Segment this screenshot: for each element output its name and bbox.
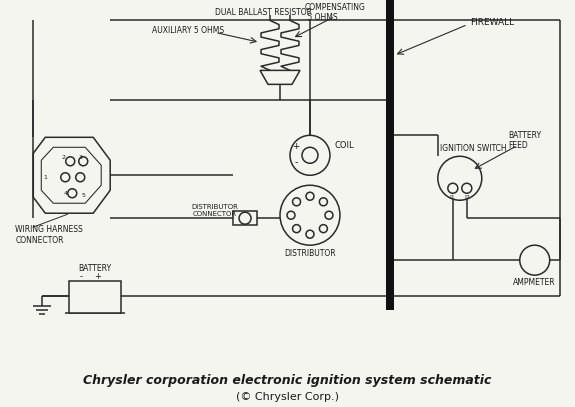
Circle shape [325, 211, 333, 219]
Circle shape [293, 198, 301, 206]
Circle shape [302, 147, 318, 163]
Circle shape [287, 211, 295, 219]
Text: +: + [94, 271, 101, 281]
Text: -: - [294, 157, 298, 167]
Text: 2: 2 [62, 155, 65, 160]
Circle shape [438, 156, 482, 200]
Circle shape [61, 173, 70, 182]
Circle shape [448, 183, 458, 193]
Text: BATTERY: BATTERY [79, 264, 112, 273]
Polygon shape [260, 70, 300, 84]
Polygon shape [33, 137, 110, 213]
Text: AUXILIARY 5 OHMS: AUXILIARY 5 OHMS [152, 26, 224, 35]
Circle shape [306, 230, 314, 238]
Circle shape [462, 183, 472, 193]
Text: DISTRIBUTOR: DISTRIBUTOR [284, 249, 336, 258]
Text: +: + [292, 142, 300, 151]
Text: 1: 1 [43, 175, 47, 180]
Text: WIRING HARNESS
CONNECTOR: WIRING HARNESS CONNECTOR [16, 225, 83, 245]
Circle shape [520, 245, 550, 275]
Text: (© Chrysler Corp.): (© Chrysler Corp.) [236, 392, 339, 402]
Text: AMPMETER: AMPMETER [513, 278, 556, 287]
Text: IGNITION SWITCH: IGNITION SWITCH [440, 144, 507, 153]
Text: COMPENSATING
.5 OHMS: COMPENSATING .5 OHMS [305, 3, 366, 22]
Circle shape [319, 225, 327, 233]
Text: DISTRIBUTOR
CONNECTOR: DISTRIBUTOR CONNECTOR [191, 204, 239, 217]
Text: Chrysler corporation electronic ignition system schematic: Chrysler corporation electronic ignition… [83, 374, 491, 387]
Text: FIREWALL: FIREWALL [470, 18, 514, 27]
Text: 5: 5 [81, 193, 85, 198]
Bar [386, 0, 394, 310]
Circle shape [68, 189, 76, 198]
Text: COIL: COIL [335, 141, 355, 150]
Circle shape [319, 198, 327, 206]
Circle shape [66, 157, 75, 166]
Text: I2: I2 [465, 195, 471, 200]
Circle shape [76, 173, 85, 182]
Circle shape [280, 185, 340, 245]
Circle shape [239, 212, 251, 224]
Circle shape [290, 135, 330, 175]
Text: DUAL BALLAST RESISTOR: DUAL BALLAST RESISTOR [215, 8, 312, 17]
Circle shape [79, 157, 88, 166]
Bar [69, 281, 121, 313]
Circle shape [306, 192, 314, 200]
Text: 4: 4 [63, 191, 67, 196]
Text: I1: I1 [449, 195, 455, 200]
Text: BATTERY
FEED: BATTERY FEED [508, 131, 541, 150]
Text: 3: 3 [78, 155, 82, 160]
Bar [233, 211, 257, 225]
Text: -: - [80, 271, 83, 281]
Circle shape [293, 225, 301, 233]
